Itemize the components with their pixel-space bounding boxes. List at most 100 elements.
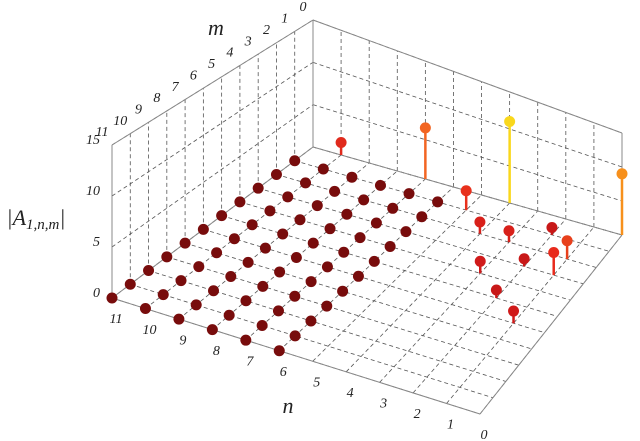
m-tick-label: 7 bbox=[172, 80, 180, 95]
z-tick-label: 10 bbox=[86, 184, 100, 199]
base-point bbox=[175, 275, 187, 287]
stem-head bbox=[548, 247, 560, 259]
base-point bbox=[416, 211, 428, 223]
stem-head bbox=[490, 284, 502, 296]
m-tick-label: 6 bbox=[190, 68, 197, 83]
n-tick-label: 0 bbox=[481, 428, 488, 441]
base-point bbox=[223, 309, 235, 321]
base-point bbox=[311, 200, 323, 212]
base-point bbox=[228, 233, 240, 245]
base-point bbox=[259, 242, 271, 254]
base-point bbox=[193, 261, 205, 273]
floor-grid-line bbox=[130, 283, 494, 399]
floor-grid-line bbox=[166, 256, 519, 366]
base-point bbox=[368, 255, 380, 267]
grid-layer bbox=[111, 19, 623, 415]
stem-head bbox=[474, 255, 486, 267]
base-point bbox=[211, 247, 223, 259]
base-point bbox=[139, 303, 151, 315]
back-wall-grid-line bbox=[312, 61, 623, 168]
base-point bbox=[234, 196, 246, 208]
floor-grid-line bbox=[412, 218, 567, 394]
n-tick-label: 7 bbox=[246, 354, 254, 369]
floor-grid-line bbox=[276, 174, 597, 268]
base-point bbox=[354, 232, 366, 244]
base-point bbox=[370, 217, 382, 229]
base-point bbox=[337, 285, 349, 297]
n-tick-label: 11 bbox=[110, 312, 123, 327]
z-tick-label: 5 bbox=[93, 235, 100, 250]
n-tick-label: 5 bbox=[313, 375, 320, 390]
m-tick-label: 2 bbox=[263, 23, 270, 38]
floor-grid-line bbox=[184, 242, 532, 350]
m-tick-label: 8 bbox=[153, 91, 160, 106]
base-point bbox=[246, 219, 258, 231]
z-axis-title: |A1,n,m| bbox=[7, 205, 66, 233]
base-point bbox=[216, 210, 228, 222]
box-edge bbox=[312, 19, 623, 134]
base-point bbox=[289, 155, 301, 167]
base-point bbox=[341, 208, 353, 220]
base-point bbox=[257, 280, 269, 292]
n-axis-title: n bbox=[283, 393, 294, 418]
n-tick-label: 3 bbox=[379, 397, 387, 412]
base-point bbox=[346, 171, 358, 183]
base-point bbox=[338, 246, 350, 258]
base-point bbox=[206, 324, 218, 336]
z-tick-label: 15 bbox=[86, 133, 100, 148]
floor-grid-line bbox=[245, 178, 426, 341]
base-point bbox=[289, 330, 301, 342]
box-edge bbox=[111, 19, 314, 146]
m-tick-label: 5 bbox=[208, 57, 215, 72]
m-tick-label: 10 bbox=[113, 114, 127, 129]
base-point bbox=[277, 228, 289, 240]
floor-grid-line bbox=[258, 187, 584, 285]
base-point bbox=[143, 265, 155, 277]
base-point bbox=[321, 300, 333, 312]
base-point bbox=[282, 191, 294, 203]
stem-head bbox=[616, 168, 628, 180]
base-point bbox=[300, 177, 312, 189]
base-point bbox=[274, 266, 286, 278]
box-edge bbox=[111, 297, 481, 415]
n-tick-label: 8 bbox=[213, 344, 220, 359]
base-point bbox=[374, 179, 386, 191]
base-point bbox=[264, 205, 276, 217]
base-point bbox=[240, 295, 252, 307]
base-point bbox=[317, 163, 329, 175]
stem-head bbox=[335, 137, 347, 149]
stem-head bbox=[503, 225, 515, 237]
m-tick-label: 0 bbox=[300, 0, 307, 15]
base-point bbox=[324, 223, 336, 235]
z-title-main: |A bbox=[7, 205, 27, 230]
base-point bbox=[190, 299, 202, 311]
floor-grid-line bbox=[446, 226, 595, 404]
base-point bbox=[270, 168, 282, 180]
base-point bbox=[290, 252, 302, 264]
base-point bbox=[384, 241, 396, 253]
base-point bbox=[173, 313, 185, 325]
n-tick-label: 10 bbox=[142, 323, 156, 338]
marks-layer bbox=[106, 116, 628, 357]
base-point bbox=[240, 334, 252, 346]
base-point bbox=[179, 237, 191, 249]
base-point bbox=[387, 202, 399, 214]
floor-grid-line bbox=[379, 210, 539, 383]
floor-grid-line bbox=[294, 160, 610, 252]
base-point bbox=[256, 320, 268, 332]
floor-grid-line bbox=[278, 186, 454, 352]
base-point bbox=[305, 276, 317, 288]
floor-grid-line bbox=[148, 270, 506, 382]
back-wall-grid-line bbox=[312, 104, 623, 202]
base-point bbox=[197, 223, 209, 235]
base-point bbox=[321, 261, 333, 273]
z-title-sub: 1,n,m bbox=[26, 217, 60, 233]
n-tick-label: 1 bbox=[447, 418, 454, 433]
base-point bbox=[289, 290, 301, 302]
n-tick-label: 6 bbox=[280, 365, 287, 380]
stem-head bbox=[460, 185, 472, 197]
floor-grid-line bbox=[203, 228, 545, 334]
base-point bbox=[242, 256, 254, 268]
n-tick-label: 9 bbox=[179, 333, 186, 348]
